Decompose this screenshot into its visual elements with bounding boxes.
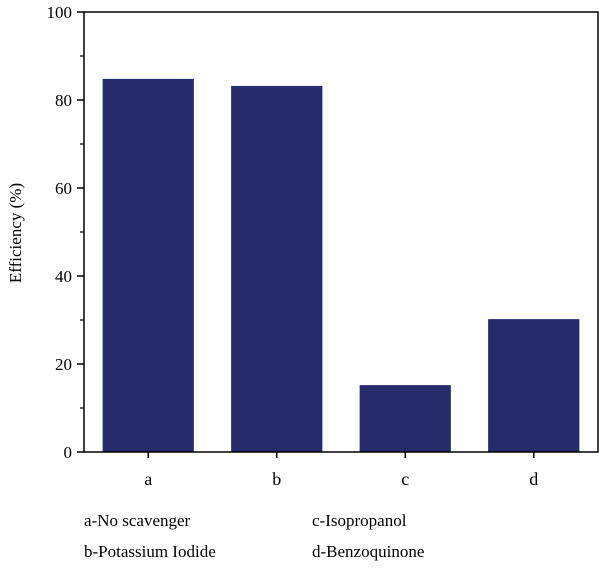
y-tick-label: 40 [55,267,72,286]
bar-d [488,319,580,452]
x-tick-label-c: c [401,469,409,489]
x-tick-label-a: a [144,469,152,489]
axes-group: 0 20 40 60 80 100 a b c d [47,3,599,489]
y-axis-label: Efficiency (%) [6,183,25,283]
y-tick-label: 0 [64,443,73,462]
note-c-isopropanol: c-Isopropanol [312,511,407,530]
y-tick-label: 60 [55,179,72,198]
y-tick-label: 20 [55,355,72,374]
x-tick-label-b: b [272,469,281,489]
note-b-potassium-iodide: b-Potassium Iodide [84,542,216,561]
bar-c [359,385,451,452]
x-tick-label-d: d [529,469,538,489]
bars-group [102,78,580,453]
bar-b [231,85,323,453]
note-d-benzoquinone: d-Benzoquinone [312,542,425,561]
y-tick-label: 100 [47,3,73,22]
y-tick-label: 80 [55,91,72,110]
note-a-no-scavenger: a-No scavenger [84,511,191,530]
bar-a [102,78,194,452]
